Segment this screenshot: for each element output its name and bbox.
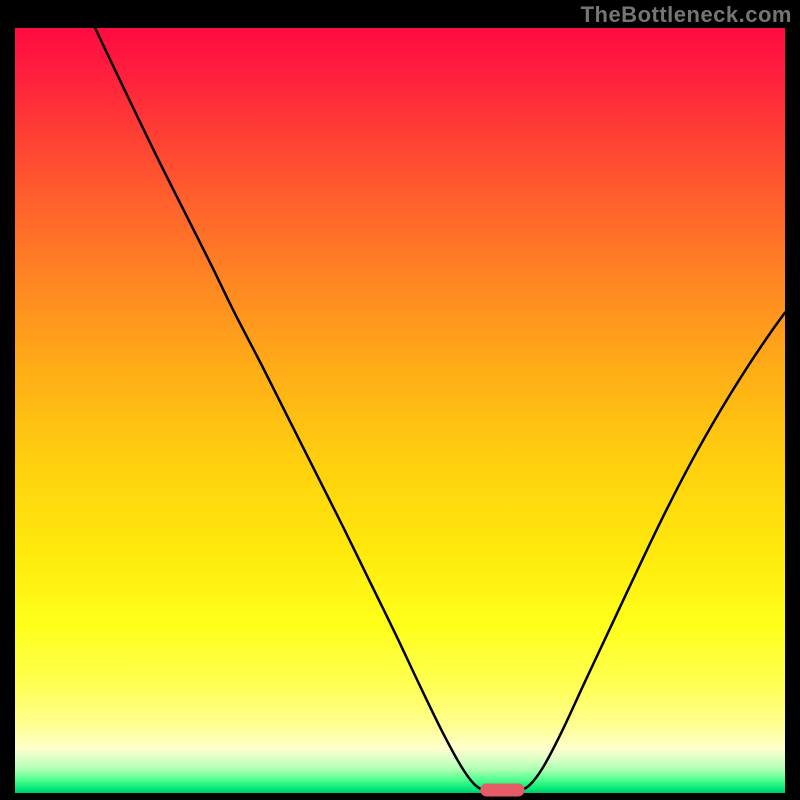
optimal-marker (480, 783, 524, 796)
plot-background (15, 28, 785, 793)
chart-svg (0, 0, 800, 800)
watermark-text: TheBottleneck.com (581, 2, 792, 28)
chart-host: TheBottleneck.com (0, 0, 800, 800)
